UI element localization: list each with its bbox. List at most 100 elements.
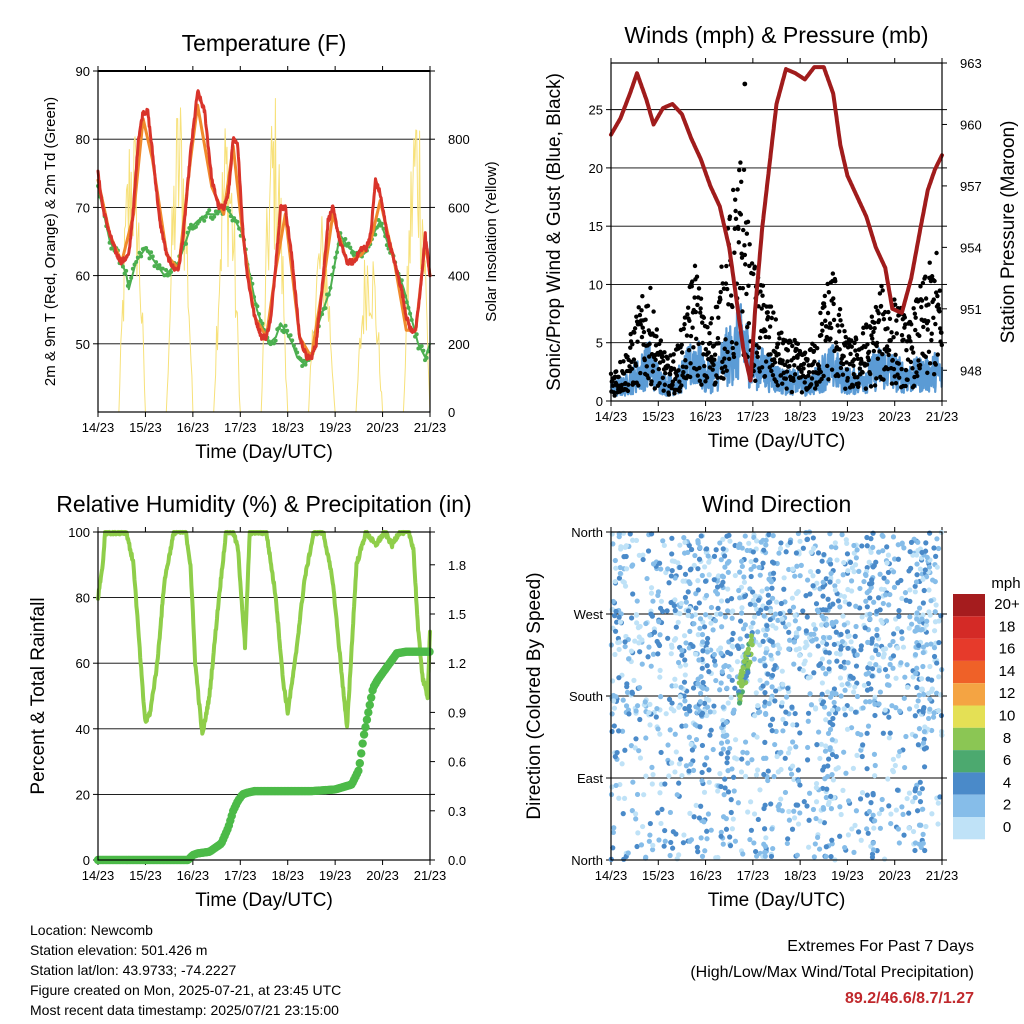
y-tick-label: 60 [76,269,90,284]
direction-point [819,639,826,645]
direction-point [625,850,631,856]
direction-point [610,698,617,704]
gust-point [639,334,645,340]
gust-point [908,359,914,365]
gust-point [878,303,884,309]
dewpoint-point [260,321,265,326]
direction-point [751,563,757,570]
direction-point [929,727,935,734]
direction-point [760,638,766,644]
direction-point [856,568,862,574]
direction-point [927,706,933,712]
direction-point [864,687,871,693]
direction-point [860,742,866,748]
direction-point [789,704,795,710]
gust-point [937,288,942,293]
direction-point [657,731,663,737]
strong-wind-point [739,673,745,679]
gust-point [806,373,811,378]
direction-point [842,599,848,605]
direction-point [765,768,771,774]
direction-point [701,624,708,630]
direction-point [685,612,691,619]
gust-point [724,263,729,269]
gust-point [923,296,929,301]
gust-point [745,219,751,225]
direction-point [656,642,663,649]
gust-point [933,321,938,327]
direction-point [916,605,923,611]
direction-point [718,783,724,790]
direction-point [771,773,777,780]
direction-point [789,763,796,769]
direction-point [636,640,642,646]
gust-point [826,290,832,295]
gust-point [880,352,885,357]
direction-point [696,815,702,821]
gust-point [625,354,630,359]
direction-point [841,706,847,712]
direction-point [649,847,656,853]
direction-point [823,794,829,801]
direction-point [791,661,797,667]
gust-point [932,278,937,284]
direction-point [612,754,618,760]
direction-point [930,577,936,583]
direction-point [810,573,816,579]
direction-point [786,646,792,652]
direction-point [912,713,918,719]
direction-point [897,708,903,714]
direction-point [813,785,819,791]
gust-point [631,357,637,362]
direction-point [777,545,784,552]
gust-point [759,306,764,311]
direction-point [713,588,719,594]
direction-point [927,663,933,670]
dewpoint-point [127,279,132,284]
direction-point [823,649,829,655]
direction-point [896,613,902,620]
dewpoint-point [404,300,409,305]
y-tick-label: 60 [76,656,90,671]
direction-point [686,768,692,774]
y2-tick-label: 0.9 [448,705,466,720]
gust-point [736,240,742,245]
direction-point [815,643,821,649]
direction-point [865,665,871,671]
direction-point [623,553,629,560]
direction-point [657,632,663,638]
direction-point [838,811,844,818]
gust-point [739,179,744,185]
precipitation-point [362,715,372,724]
direction-point [827,634,833,641]
gust-point [757,369,762,374]
direction-point [740,851,746,857]
direction-point [778,766,784,773]
direction-point [745,809,751,815]
direction-point [635,830,641,836]
direction-point [854,547,860,553]
direction-point [686,734,692,740]
direction-point [876,811,882,817]
direction-point [650,651,657,657]
direction-point [817,818,823,824]
gust-point [760,283,766,288]
direction-point [665,566,671,572]
direction-point [670,845,676,851]
x-tick-label: 14/23 [595,868,628,883]
direction-point [682,657,688,663]
direction-point [757,658,763,664]
gust-point [704,375,710,380]
direction-point [737,636,743,642]
direction-point [761,547,767,553]
direction-point [619,761,625,767]
direction-point [751,840,757,846]
direction-point [745,760,751,766]
gust-point [696,286,702,291]
direction-point [703,612,709,618]
gust-point [656,366,662,372]
direction-point [622,544,628,550]
x-tick-label: 20/23 [878,409,911,424]
direction-point [725,569,731,575]
gust-point [695,373,701,378]
